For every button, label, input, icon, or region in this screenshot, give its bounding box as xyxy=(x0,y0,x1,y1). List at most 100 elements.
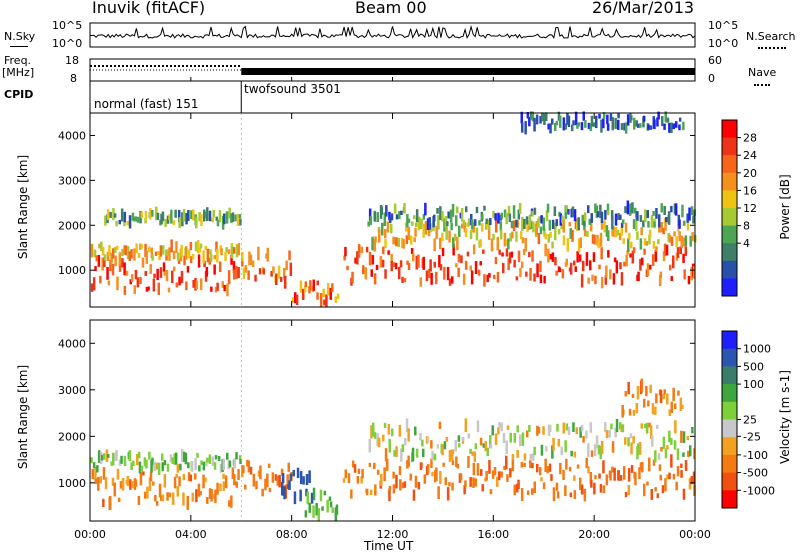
power-band-6-cell xyxy=(568,222,571,227)
power-band-7-cell xyxy=(376,212,379,222)
power-band-5-cell xyxy=(438,254,441,268)
power-band-3-cell xyxy=(275,273,278,285)
power-band-7-cell xyxy=(683,220,686,226)
power-band-5-cell xyxy=(585,252,589,266)
power-band-5-cell xyxy=(578,254,582,262)
velocity-ytick-label: 1000 xyxy=(58,477,86,490)
velocity-band-6-cell xyxy=(502,432,506,443)
velocity-band-6-cell xyxy=(595,435,599,449)
velocity-band-5-cell xyxy=(590,479,593,488)
power-band-6-cell xyxy=(424,221,428,235)
velocity-band-4-cell xyxy=(317,508,320,522)
power-band-2-cell xyxy=(225,211,229,224)
power-band-4-cell xyxy=(312,279,315,291)
velocity-band-6-cell xyxy=(486,447,489,457)
velocity-band-5-cell xyxy=(488,460,491,474)
power-band-5-cell xyxy=(446,267,450,281)
power-band-1-cell xyxy=(225,247,228,253)
power-band-2-cell xyxy=(140,211,143,219)
power-band-6-cell xyxy=(670,236,674,246)
power-band-7-cell xyxy=(617,213,620,220)
power-band-5-cell xyxy=(651,254,655,266)
power-band-6-cell xyxy=(503,232,507,247)
velocity-band-6-cell xyxy=(393,450,396,457)
power-band-6-cell xyxy=(499,229,503,240)
power-band-7-cell xyxy=(546,203,550,213)
power-band-5-cell xyxy=(429,259,432,272)
velocity-band-5-cell xyxy=(373,462,376,470)
power-band-7-cell xyxy=(407,218,411,223)
power-band-8-cell xyxy=(682,121,685,131)
power-band-5-cell xyxy=(521,261,524,269)
power-band-3-cell xyxy=(270,271,273,277)
power-band-6-cell xyxy=(405,235,409,244)
power-band-7-cell xyxy=(642,220,645,228)
power-band-6-cell xyxy=(512,220,516,231)
velocity-band-6-cell xyxy=(537,427,541,434)
power-band-2-cell xyxy=(208,210,212,222)
power-band-6-cell xyxy=(524,238,527,252)
power-band-1-cell xyxy=(209,253,213,262)
power-band-7-cell xyxy=(447,211,450,219)
power-band-0-cell xyxy=(218,261,222,273)
power-band-6-cell xyxy=(648,234,651,245)
velocity-band-6-cell xyxy=(509,432,512,443)
velocity-band-5-cell xyxy=(641,462,644,473)
power-band-7-cell xyxy=(436,208,439,214)
power-band-0-cell xyxy=(214,286,218,293)
power-band-6-cell xyxy=(495,219,498,233)
power-colorbar-segment xyxy=(722,120,737,139)
power-band-0-cell xyxy=(223,284,226,292)
power-band-8-cell xyxy=(661,116,664,127)
power-band-0-cell xyxy=(101,257,104,271)
power-band-5-cell xyxy=(543,275,546,284)
power-band-1-cell xyxy=(241,252,244,262)
power-band-0-cell xyxy=(90,283,94,292)
velocity-band-5-cell xyxy=(386,458,389,471)
power-band-7-cell xyxy=(444,216,448,228)
velocity-band-2-cell xyxy=(287,462,290,472)
power-band-7-cell xyxy=(432,216,435,228)
power-band-7-cell xyxy=(424,202,427,216)
velocity-band-3-cell xyxy=(292,469,295,477)
velocity-colorbar-segment xyxy=(722,384,737,403)
nsky-underline xyxy=(10,46,28,47)
velocity-band-5-cell xyxy=(446,487,450,501)
power-band-5-cell xyxy=(379,256,383,268)
power-band-0-cell xyxy=(159,267,163,278)
power-band-7-cell xyxy=(492,210,495,219)
velocity-band-0-cell xyxy=(216,482,219,495)
power-band-7-cell xyxy=(553,206,557,216)
power-band-6-cell xyxy=(509,233,512,242)
velocity-band-5-cell xyxy=(520,461,524,468)
velocity-band-0-cell xyxy=(126,476,130,487)
velocity-band-4-cell xyxy=(328,496,332,501)
power-band-7-cell xyxy=(455,215,458,227)
power-band-5-cell xyxy=(684,246,688,256)
power-band-8-cell xyxy=(653,119,656,130)
power-band-6-cell xyxy=(461,223,464,229)
power-band-6-cell xyxy=(527,225,531,230)
velocity-band-5-cell xyxy=(546,466,549,474)
velocity-colorbar-tick-label: -25 xyxy=(743,430,761,443)
power-band-1-cell xyxy=(101,246,105,256)
power-band-8-cell xyxy=(524,121,527,135)
velocity-band-6-cell xyxy=(479,437,483,446)
power-band-7-cell xyxy=(515,219,518,228)
velocity-band-5-cell xyxy=(688,477,692,490)
power-band-3-cell xyxy=(283,268,286,280)
power-heatmap xyxy=(90,111,697,307)
nsky-tick-bottom: 10^0 xyxy=(52,37,83,50)
velocity-band-6-cell xyxy=(651,435,654,447)
velocity-band-5-cell xyxy=(350,489,353,499)
velocity-band-5-cell xyxy=(550,474,553,481)
velocity-band-1-cell xyxy=(123,461,127,466)
power-band-5-cell xyxy=(381,259,385,268)
velocity-band-5-cell xyxy=(692,471,696,485)
velocity-ytick-label: 4000 xyxy=(58,337,86,350)
velocity-band-5-cell xyxy=(682,488,686,500)
velocity-band-1-cell xyxy=(202,461,206,471)
power-band-2-cell xyxy=(115,220,118,227)
power-band-7-cell xyxy=(653,221,656,227)
power-band-6-cell xyxy=(439,237,442,250)
